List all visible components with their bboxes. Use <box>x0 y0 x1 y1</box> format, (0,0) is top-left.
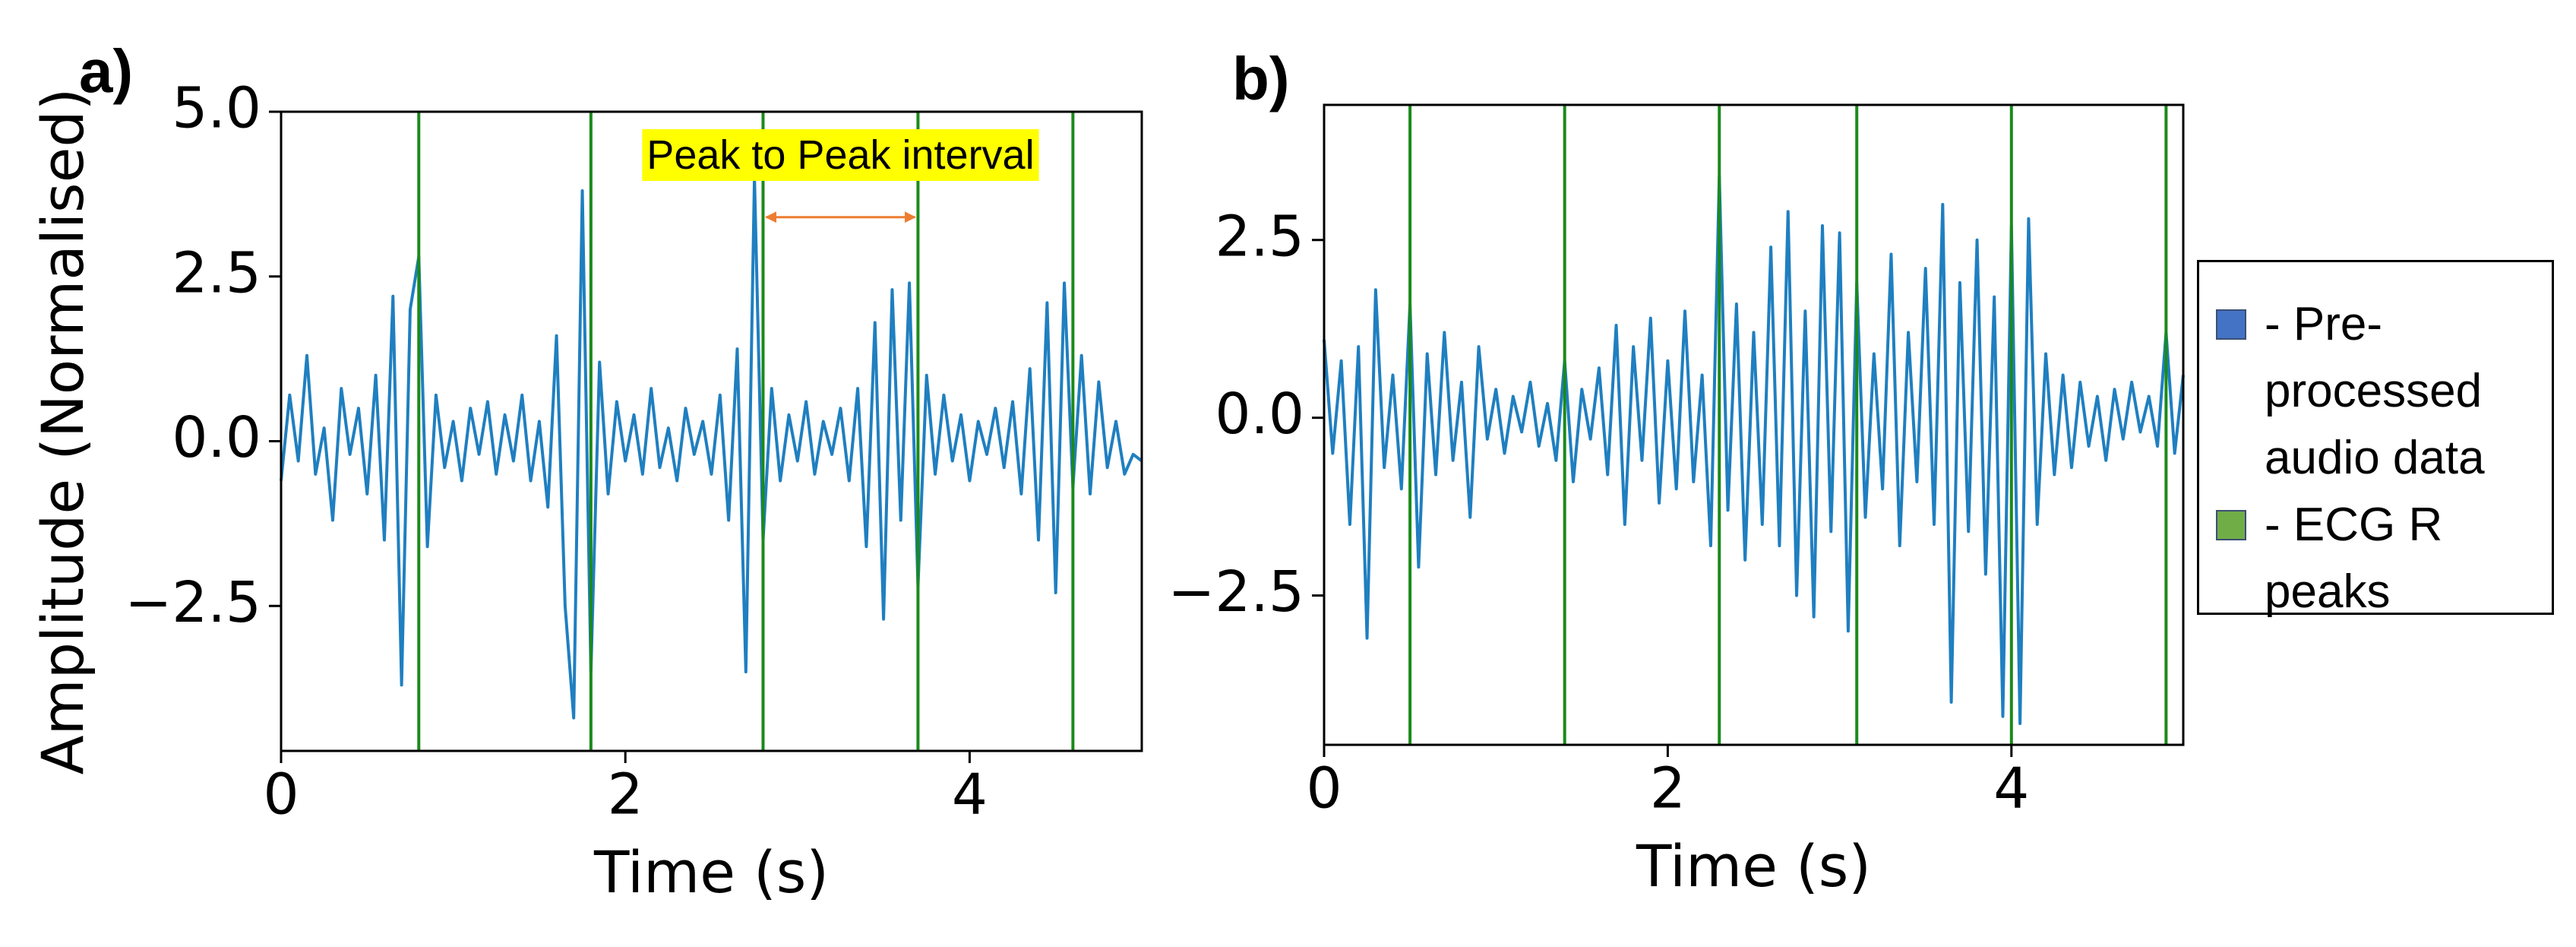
x-tick-label: 0 <box>263 762 299 828</box>
y-axis-label: Amplitude (Normalised) <box>29 88 96 775</box>
x-tick-label: 2 <box>1650 756 1686 822</box>
y-tick-label: 5.0 <box>172 76 261 141</box>
y-tick-label: 2.5 <box>1215 204 1304 269</box>
legend-swatch <box>2216 510 2246 540</box>
y-tick-label: 0.0 <box>1215 382 1304 447</box>
x-axis-label: Time (s) <box>1636 832 1871 900</box>
axes-frame <box>1323 103 2185 746</box>
y-tick-label: −2.5 <box>125 570 261 635</box>
x-tick-label: 4 <box>952 762 988 828</box>
legend-entry: - Pre-processed audio data <box>2216 291 2552 492</box>
y-tick-label: 0.0 <box>172 405 261 470</box>
y-tick-label: 2.5 <box>172 240 261 306</box>
signal-line <box>1323 174 2185 725</box>
axes-frame <box>280 110 1143 752</box>
x-tick-label: 2 <box>608 762 643 828</box>
panel-label: a) <box>79 37 133 105</box>
panel-label: b) <box>1232 45 1290 112</box>
legend-entry: - ECG R peaks <box>2216 492 2552 626</box>
annotation-text: Peak to Peak interval <box>646 132 1034 178</box>
x-tick-label: 0 <box>1306 756 1342 822</box>
legend: - Pre-processed audio data - ECG R peaks <box>2197 260 2554 618</box>
legend-swatch <box>2216 309 2246 340</box>
x-axis-label: Time (s) <box>593 838 829 906</box>
signal-line <box>280 176 1143 720</box>
y-tick-label: −2.5 <box>1168 559 1304 625</box>
annotation-background <box>642 128 1039 181</box>
x-tick-label: 4 <box>1993 756 2029 822</box>
legend-label: - ECG R peaks <box>2265 499 2443 618</box>
legend-label: - Pre-processed audio data <box>2265 298 2485 484</box>
